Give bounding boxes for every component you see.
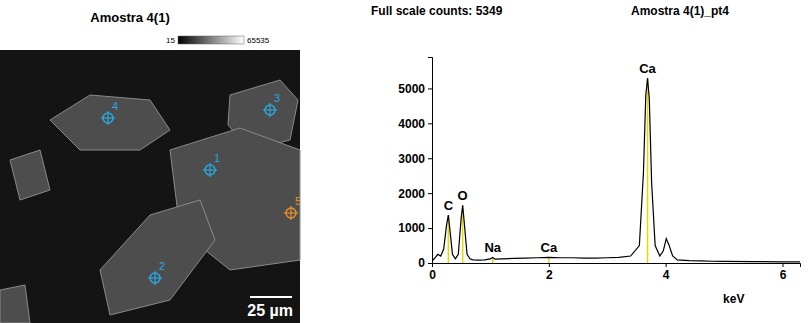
tick: 5000	[398, 82, 432, 96]
tick: 6	[780, 263, 787, 282]
tick: 2	[546, 263, 553, 282]
tick-label: 0	[418, 256, 425, 270]
tick-mark	[428, 158, 432, 159]
tick-label: 0	[429, 268, 436, 282]
scale-bar	[250, 296, 292, 298]
tick-label: 3000	[398, 152, 425, 166]
tick-label: 5000	[398, 82, 425, 96]
tick-mark	[428, 228, 432, 229]
peak-marker	[647, 78, 649, 263]
peak-label: O	[458, 188, 468, 203]
point-cross	[209, 163, 210, 177]
tick: 0	[429, 263, 436, 282]
point-marker	[203, 163, 217, 177]
point-label: 3	[274, 92, 280, 104]
tick-mark	[428, 88, 432, 89]
point-cross	[107, 111, 108, 125]
tick-label: 6	[780, 268, 787, 282]
image-particles	[0, 80, 300, 323]
tick-label: 4000	[398, 117, 425, 131]
particle	[50, 95, 170, 150]
peak-label: C	[444, 198, 454, 213]
point-marker	[101, 111, 115, 125]
tick-label: 2000	[398, 187, 425, 201]
tick-mark	[428, 193, 432, 194]
colorbar-label: 15	[166, 36, 175, 45]
tick-mark	[666, 263, 667, 267]
particle	[0, 285, 30, 323]
point-cross	[154, 271, 155, 285]
tick-label: 1000	[398, 221, 425, 235]
point-marker	[284, 206, 298, 220]
chart-subtitle: Full scale counts: 5349	[371, 4, 503, 18]
scale-bar-label: 25 µm	[247, 302, 293, 319]
tick-label: 2	[546, 268, 553, 282]
tick: 2000	[398, 187, 432, 201]
chart-title: Amostra 4(1)_pt4	[631, 4, 729, 18]
tick: 0	[418, 256, 432, 270]
peak-marker	[548, 257, 550, 263]
point-label: 5	[295, 195, 301, 207]
tick: 4000	[398, 117, 432, 131]
figure: Amostra 4(1) 15 65535 25 µm 1 2 3 4 5 Full scale …	[0, 0, 812, 323]
image-background	[0, 50, 300, 323]
tick-mark	[428, 263, 432, 264]
point-cross	[269, 103, 270, 117]
tick-label: 4	[663, 268, 670, 282]
plot-area	[432, 78, 800, 263]
particle	[100, 200, 215, 315]
tick-mark	[549, 263, 550, 267]
image-panel: Amostra 4(1) 15 65535 25 µm 1 2 3 4 5	[0, 10, 301, 323]
peak-label: Ca	[541, 240, 558, 255]
x-axis-title: keV	[723, 292, 744, 306]
point-cross	[290, 206, 291, 220]
x-axis: 0 2 4 6	[429, 263, 800, 282]
peak-label: Ca	[639, 61, 656, 76]
particle	[10, 150, 50, 200]
image-title: Amostra 4(1)	[90, 10, 169, 25]
spectrum-line	[432, 78, 800, 262]
tick: 3000	[398, 152, 432, 166]
tick: 1000	[398, 221, 432, 235]
colorbar-label: 65535	[247, 36, 270, 45]
point-label: 2	[159, 260, 165, 272]
axis-line	[433, 264, 801, 268]
point-label: 4	[112, 100, 118, 112]
y-axis: 0 1000 2000 3000 4000 5000	[398, 58, 432, 271]
peak-label: Na	[484, 240, 501, 255]
point-label: 1	[214, 152, 220, 164]
colorbar	[178, 36, 244, 44]
point-marker	[148, 271, 162, 285]
point-marker	[263, 103, 277, 117]
axis-line	[428, 58, 433, 264]
tick: 4	[663, 263, 670, 282]
tick-mark	[782, 263, 783, 267]
tick-mark	[428, 123, 432, 124]
